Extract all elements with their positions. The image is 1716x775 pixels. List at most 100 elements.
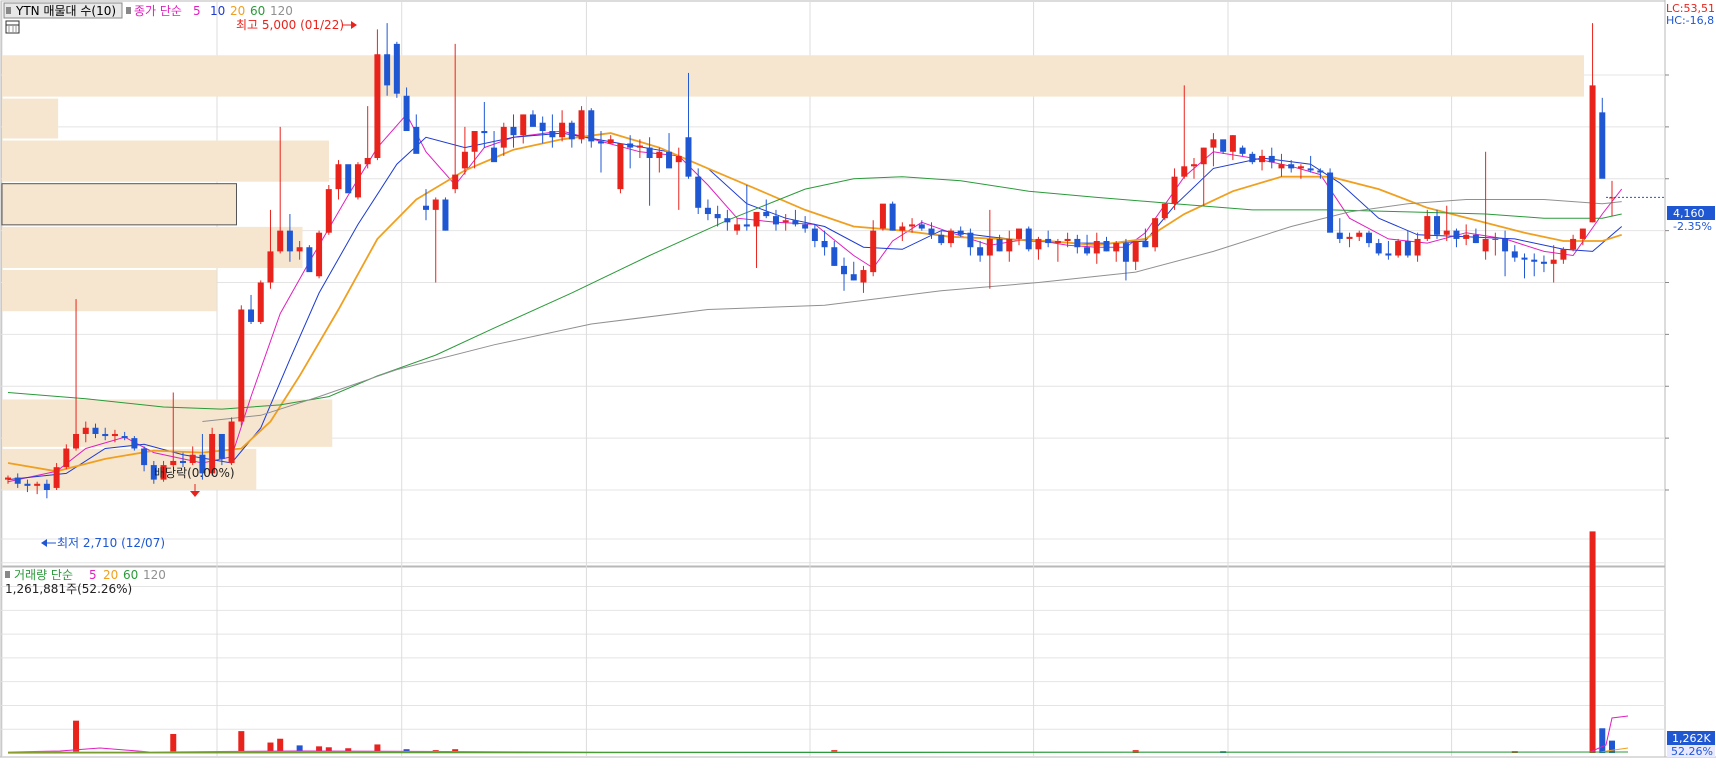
candle-body [1482, 238, 1489, 252]
current-price-text: 4,160 [1673, 207, 1705, 220]
volume-bar [296, 745, 303, 753]
candle-body [1054, 241, 1061, 244]
right-axis-bg [1666, 0, 1716, 775]
candle-body [870, 230, 877, 273]
title-box[interactable] [3, 2, 123, 19]
profile-bar [1, 183, 237, 226]
ma-legend-10: 10 [210, 4, 225, 18]
candle-body [354, 164, 361, 198]
candle-body [909, 224, 916, 227]
candle-body [1045, 238, 1052, 244]
candle-body [257, 282, 264, 322]
candle-body [1346, 236, 1353, 239]
dividend-note: 배당락(0.00%) [154, 466, 235, 480]
volume-bar [170, 733, 177, 753]
candle-body [743, 224, 750, 227]
candle-body [850, 274, 857, 281]
profile-bar [2, 226, 303, 269]
candle-body [24, 483, 31, 486]
candle-body [675, 155, 682, 163]
volume-legend-prefix: 거래량 단순 [14, 568, 73, 582]
ma10-line [7, 132, 1623, 481]
candle-body [442, 199, 449, 231]
candle-body [559, 122, 566, 138]
candle-body [967, 232, 974, 248]
candle-body [1152, 218, 1159, 248]
ma120-line [202, 199, 1622, 422]
candle-body [957, 230, 964, 235]
candle-body [1327, 172, 1334, 233]
candle-body [209, 433, 216, 474]
candle-body [841, 265, 848, 275]
candle-body [588, 110, 595, 142]
candle-body [724, 218, 731, 223]
ma-legend-20: 20 [230, 4, 245, 18]
candle-body [393, 43, 400, 94]
candle-body [1064, 238, 1071, 241]
candle-body [1550, 259, 1557, 264]
candle-body [43, 483, 50, 490]
candle-body [179, 460, 186, 464]
candle-body [170, 460, 177, 466]
candle-body [238, 309, 245, 422]
candle-body [325, 189, 332, 233]
candle-body [286, 230, 293, 252]
candle-body [374, 54, 381, 158]
candle-body [1434, 216, 1441, 235]
volume-legend-marker [5, 571, 10, 578]
candle-body [82, 427, 89, 434]
candle-body [918, 224, 925, 229]
candle-body [413, 126, 420, 154]
candle-body [345, 164, 352, 194]
low-arrow-head [41, 539, 47, 547]
title-box-marker [6, 7, 11, 14]
candle-body [461, 151, 468, 169]
price-legend: YTN 매물대 수(10) 종가 단순 5 10 20 60 120 [3, 2, 293, 19]
candle-body [1190, 164, 1197, 167]
candle-body [53, 467, 60, 488]
candle-body [792, 220, 799, 225]
candle-body [1443, 230, 1450, 235]
axes [1665, 74, 1669, 491]
candle-body [1589, 85, 1596, 223]
candle-body [607, 139, 614, 144]
candle-body [646, 147, 653, 158]
candle-body [335, 164, 342, 190]
candle-body [617, 143, 624, 190]
last-volume-text: 1,261,881주(52.26%) [5, 582, 132, 596]
candle-body [597, 141, 604, 144]
candle-body [1268, 155, 1275, 163]
calendar-icon[interactable] [5, 20, 20, 34]
candle-body [1249, 153, 1256, 163]
candle-body [1113, 243, 1120, 252]
candle-body [1025, 228, 1032, 250]
ma-legend-5: 5 [193, 4, 201, 18]
volume-bar [316, 746, 323, 753]
candle-body [423, 205, 430, 210]
candle-body [986, 238, 993, 256]
profile-bar [2, 98, 59, 139]
candle-body [150, 465, 157, 480]
candle-body [1122, 243, 1129, 262]
candle-body [432, 199, 439, 210]
ma5-line [7, 113, 1623, 483]
volume-bar [267, 742, 274, 753]
current-price-tag: 4,160 -2.35% [1667, 206, 1715, 233]
candle-body [1375, 243, 1382, 254]
candle-body [831, 247, 838, 266]
candle-body [928, 228, 935, 235]
candle-body [734, 224, 741, 231]
candle-body [627, 143, 634, 148]
candle-body [296, 247, 303, 252]
candle-body [1579, 228, 1586, 239]
candle-body [248, 309, 255, 322]
candle-body [1463, 234, 1470, 239]
candle-body [160, 465, 167, 480]
candle-body [520, 114, 527, 136]
candle-body [111, 433, 118, 437]
bottom-axis-bg [0, 757, 1716, 775]
candle-body [1132, 241, 1139, 262]
candle-body [491, 147, 498, 163]
profile-bar [2, 55, 1584, 97]
